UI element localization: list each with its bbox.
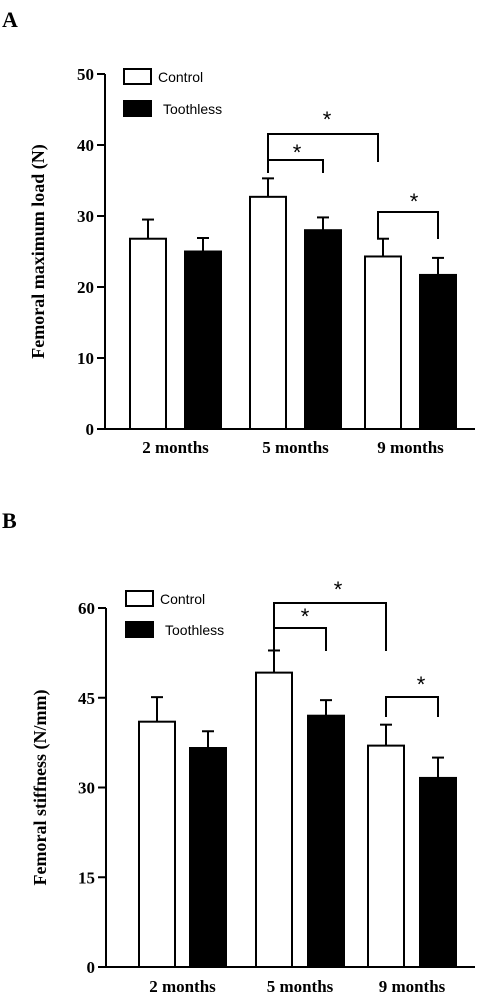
y-tick-label: 0 (86, 420, 95, 439)
y-tick-label: 45 (78, 689, 95, 708)
bar-toothless (189, 747, 227, 969)
significance-bracket (267, 133, 379, 162)
panel-b-significance: * * * (273, 577, 439, 717)
x-category-label: 9 months (379, 977, 446, 996)
legend-swatch-toothless (123, 100, 152, 117)
legend-label-toothless: Toothless (165, 622, 224, 638)
y-tick-label: 50 (77, 65, 94, 84)
panel-a: A Femoral maximum load (N) 0 10 20 30 40 50 2 … (2, 7, 475, 457)
panel-a-y-axis-label: Femoral maximum load (N) (28, 144, 49, 358)
bar-control (138, 720, 176, 969)
x-category-label: 9 months (377, 438, 444, 457)
x-category-label: 2 months (142, 438, 209, 457)
significance-star: * (301, 604, 310, 629)
panel-a-bars (129, 177, 457, 430)
panel-b-y-axis-label: Femoral stiffness (N/mm) (30, 690, 51, 886)
panel-b-legend: Control Toothless (125, 590, 224, 638)
legend-swatch-toothless (125, 621, 154, 638)
panel-b-axes: 0 15 30 45 60 2 months 5 months 9 months (78, 599, 475, 996)
legend-label-control: Control (160, 591, 205, 607)
legend-swatch-control (123, 68, 152, 85)
panel-a-letter: A (2, 7, 18, 32)
legend-swatch-control (125, 590, 154, 607)
bar-control (364, 255, 402, 430)
bar-toothless (304, 229, 342, 430)
bar-control (255, 671, 293, 968)
y-tick-label: 40 (77, 136, 94, 155)
panel-a-axes: 0 10 20 30 40 50 2 months 5 months 9 months (77, 65, 475, 457)
y-tick-label: 20 (77, 278, 94, 297)
significance-star: * (293, 140, 302, 165)
legend-label-toothless: Toothless (163, 101, 222, 117)
significance-bracket (385, 696, 439, 717)
bar-control (249, 195, 287, 430)
significance-star: * (410, 189, 419, 214)
bar-control (129, 237, 167, 430)
x-category-label: 5 months (262, 438, 329, 457)
y-tick-label: 0 (87, 958, 96, 977)
bar-toothless (419, 273, 457, 430)
bar-toothless (307, 714, 345, 969)
panel-a-legend: Control Toothless (123, 68, 222, 117)
legend-label-control: Control (158, 69, 203, 85)
significance-star: * (417, 672, 426, 697)
significance-bracket (273, 602, 387, 651)
y-tick-label: 10 (77, 349, 94, 368)
panel-a-significance: * * * (267, 107, 439, 239)
panel-b-bars (138, 649, 457, 969)
y-tick-label: 30 (78, 779, 95, 798)
bar-toothless (184, 250, 222, 430)
x-category-label: 5 months (267, 977, 334, 996)
bar-control (367, 744, 405, 968)
panel-b-letter: B (2, 508, 17, 533)
x-category-label: 2 months (149, 977, 216, 996)
significance-star: * (323, 107, 332, 132)
bar-toothless (419, 776, 457, 969)
significance-star: * (334, 577, 343, 602)
y-tick-label: 60 (78, 599, 95, 618)
y-tick-label: 30 (77, 207, 94, 226)
significance-bracket (273, 627, 327, 651)
y-tick-label: 15 (78, 868, 95, 887)
significance-bracket (267, 159, 324, 173)
panel-b: B Femoral stiffness (N/mm) 0 15 30 45 60 2 mo… (2, 508, 475, 996)
significance-bracket (377, 211, 439, 239)
